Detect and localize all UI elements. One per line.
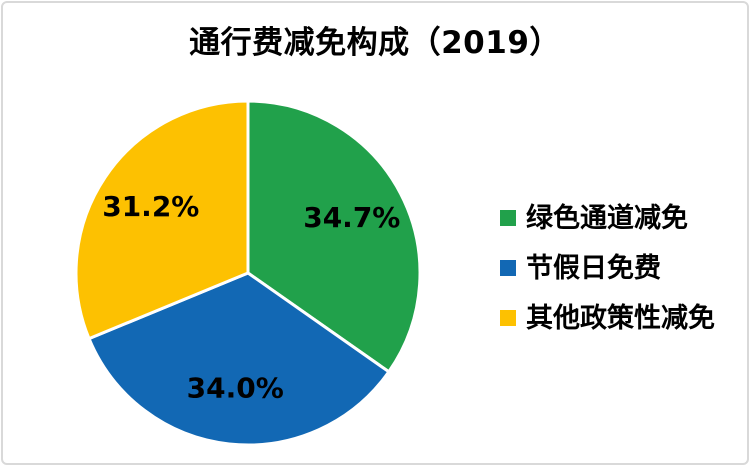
legend-label: 其他政策性减免 xyxy=(526,302,715,334)
legend-swatch-blue xyxy=(500,260,516,276)
pie-slice-2 xyxy=(74,99,250,341)
pie-slice-1 xyxy=(87,271,391,447)
legend: 绿色通道减免 节假日免费 其他政策性减免 xyxy=(500,203,715,333)
legend-swatch-yellow xyxy=(500,310,516,326)
slice-value-label-2: 31.2% xyxy=(102,190,199,223)
legend-label: 节假日免费 xyxy=(526,252,661,284)
slice-value-label-0: 34.7% xyxy=(303,201,400,234)
legend-swatch-green xyxy=(500,210,516,226)
pie-slice-0 xyxy=(246,99,422,374)
legend-item-holiday-free: 节假日免费 xyxy=(500,253,715,283)
legend-item-other-policy: 其他政策性减免 xyxy=(500,303,715,333)
chart-title: 通行费减免构成（2019） xyxy=(189,25,561,61)
slice-value-label-1: 34.0% xyxy=(187,371,284,404)
pie-chart: 34.7% 34.0% 31.2% xyxy=(74,99,422,447)
legend-item-green-channel: 绿色通道减免 xyxy=(500,203,715,233)
legend-label: 绿色通道减免 xyxy=(526,202,688,234)
